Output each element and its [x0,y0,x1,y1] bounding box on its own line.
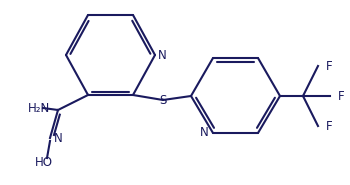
Text: F: F [326,60,332,73]
Text: F: F [338,90,345,102]
Text: H₂N: H₂N [28,102,50,115]
Text: HO: HO [35,157,53,169]
Text: N: N [54,132,63,144]
Text: F: F [326,120,332,132]
Text: N: N [158,48,167,61]
Text: S: S [159,93,167,107]
Text: N: N [200,127,209,139]
